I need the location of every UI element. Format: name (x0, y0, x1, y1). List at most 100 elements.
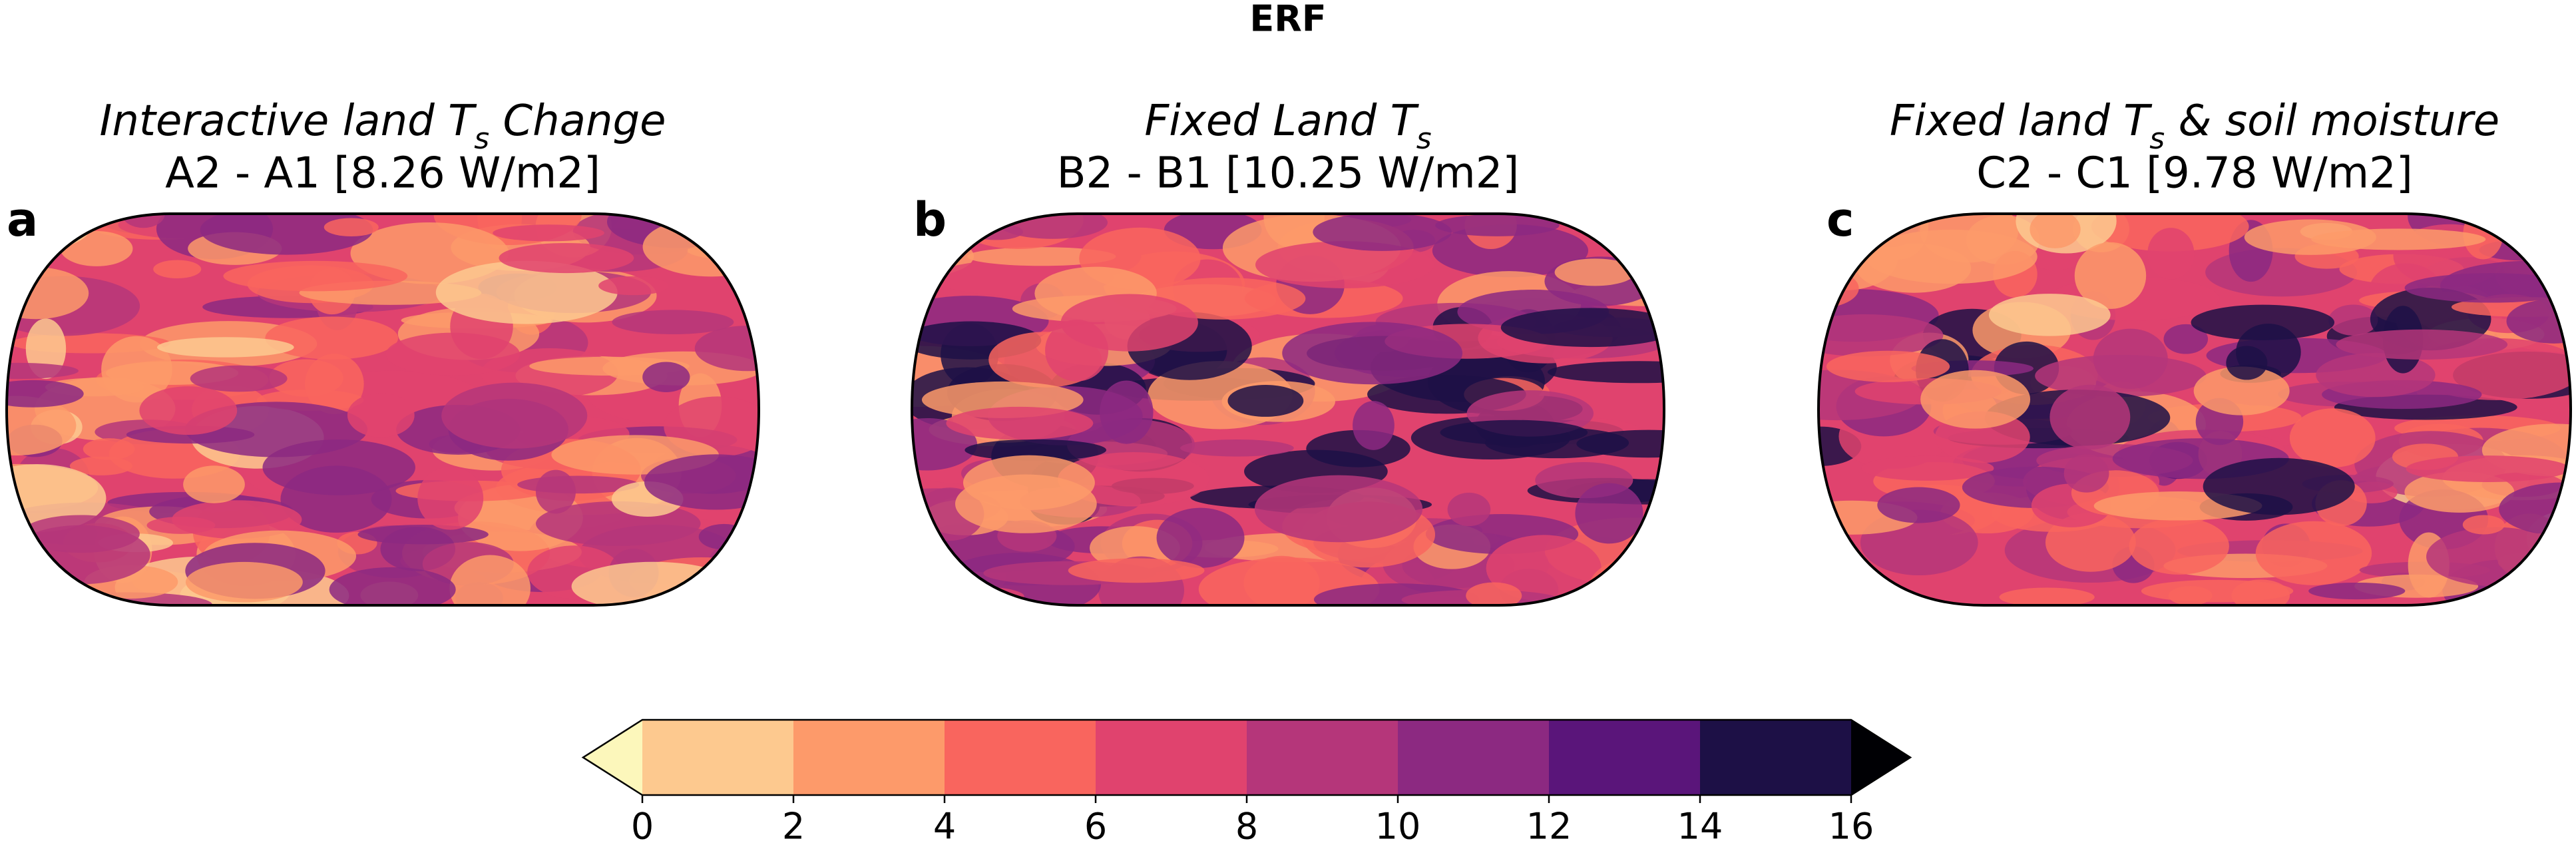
map-blob (1554, 258, 1636, 286)
map-blob (912, 418, 978, 471)
colorbar-tick-label: 0 (631, 806, 654, 845)
panel-letter: a (7, 192, 38, 247)
map-blob (2193, 366, 2290, 416)
map-blob (1826, 350, 1950, 382)
colorbar-segment (1549, 720, 1701, 795)
map-blob (2049, 384, 2131, 449)
map-blob (305, 354, 364, 414)
panel-letter: c (1826, 192, 1854, 247)
map-blob (2030, 214, 2081, 248)
map-blob (172, 500, 302, 539)
colorbar-tick-label: 2 (782, 806, 805, 845)
map-blob (1255, 241, 1434, 288)
title-part: s (1416, 122, 1432, 156)
map-blob (1045, 319, 1109, 382)
map-blob (912, 585, 1024, 605)
map-blob (1819, 314, 1944, 357)
map-blob (493, 224, 604, 242)
map-blob (7, 559, 53, 579)
colorbar-segment (1247, 720, 1398, 795)
title-part: Interactive land T (99, 97, 477, 146)
map-blob (1588, 555, 1664, 605)
map-blob (2308, 582, 2406, 600)
map-blob (2244, 219, 2376, 255)
map-blob (69, 456, 132, 475)
panel-title: Fixed Land Ts (1144, 97, 1431, 156)
map-blob (7, 396, 77, 456)
map-blob (1227, 385, 1304, 417)
map-blob (1447, 492, 1491, 527)
map-blob (2168, 586, 2213, 605)
colorbar-segment (1398, 720, 1550, 795)
map-blob (2191, 304, 2335, 340)
title-part: Fixed Land T (1144, 97, 1419, 146)
colorbar-segment (642, 720, 794, 795)
map-blob (1988, 294, 2111, 336)
map-blob (2063, 454, 2109, 493)
map-blob (2163, 324, 2209, 354)
map-blob (1313, 214, 1452, 251)
map-blob (323, 218, 379, 237)
map-field (7, 214, 759, 605)
map-blob (21, 515, 140, 553)
map-blob (2226, 346, 2268, 380)
colorbar-tick-label: 8 (1235, 806, 1258, 845)
map-blob (60, 230, 133, 266)
map-blob (2045, 513, 2136, 572)
map-blob (1920, 370, 2031, 429)
map-blob (441, 382, 588, 449)
map-blob (449, 555, 531, 605)
map-blob (1156, 507, 1245, 568)
colorbar-segment (793, 720, 945, 795)
map-blob (1353, 401, 1395, 450)
map-blob (1435, 214, 1560, 236)
map-blob (157, 337, 294, 358)
map-blob (1999, 587, 2095, 605)
map-blob (329, 567, 456, 605)
colorbar-tick-label: 6 (1084, 806, 1107, 845)
colorbar-tick-label: 16 (1828, 806, 1874, 845)
colorbar-tick-label: 14 (1677, 806, 1723, 845)
map-blob (1877, 487, 1960, 523)
map-blob (262, 439, 415, 495)
map-blob (1282, 322, 1463, 385)
map-blob (2531, 222, 2571, 270)
map-blob (1180, 439, 1294, 457)
panel-title: Fixed land Ts & soil moisture (1890, 97, 2499, 156)
map-blob (2462, 515, 2505, 535)
map-blob (946, 406, 1094, 440)
map-blob (963, 455, 1095, 510)
title-part: Change (489, 97, 666, 146)
map-blob (1068, 558, 1205, 583)
panel-title: Interactive land Ts Change (99, 97, 666, 156)
map-blob (499, 242, 634, 274)
map-blob (153, 260, 202, 279)
panel-subtitle: C2 - C1 [9.78 W/m2] (1976, 149, 2413, 198)
figure-title: ERF (1249, 0, 1326, 40)
title-part: Fixed land T (1890, 97, 2153, 146)
map-blob (2033, 250, 2079, 270)
map-blob (1819, 268, 1859, 308)
map-blob (347, 393, 415, 437)
map-outline (5, 212, 761, 607)
map-blob (1466, 582, 1522, 605)
map-blob (2203, 457, 2355, 515)
map-blob (1575, 483, 1643, 544)
map-blob (185, 561, 303, 603)
map-blob (2336, 329, 2508, 360)
map-blob (965, 439, 1107, 461)
map-blob (2129, 517, 2229, 575)
map-blob (1500, 308, 1664, 348)
map-blob (183, 465, 245, 503)
map-blob (1486, 535, 1602, 601)
map-blob (2255, 521, 2372, 585)
panel-subtitle: B2 - B1 [10.25 W/m2] (1057, 149, 1520, 198)
colorbar-tick-label: 12 (1526, 806, 1572, 845)
map-blob (966, 247, 1116, 266)
colorbar-segment (1700, 720, 1852, 795)
map-blob (223, 260, 408, 292)
map-blob (435, 260, 618, 324)
colorbar-tick-label: 4 (933, 806, 956, 845)
map-blob (2093, 328, 2168, 390)
